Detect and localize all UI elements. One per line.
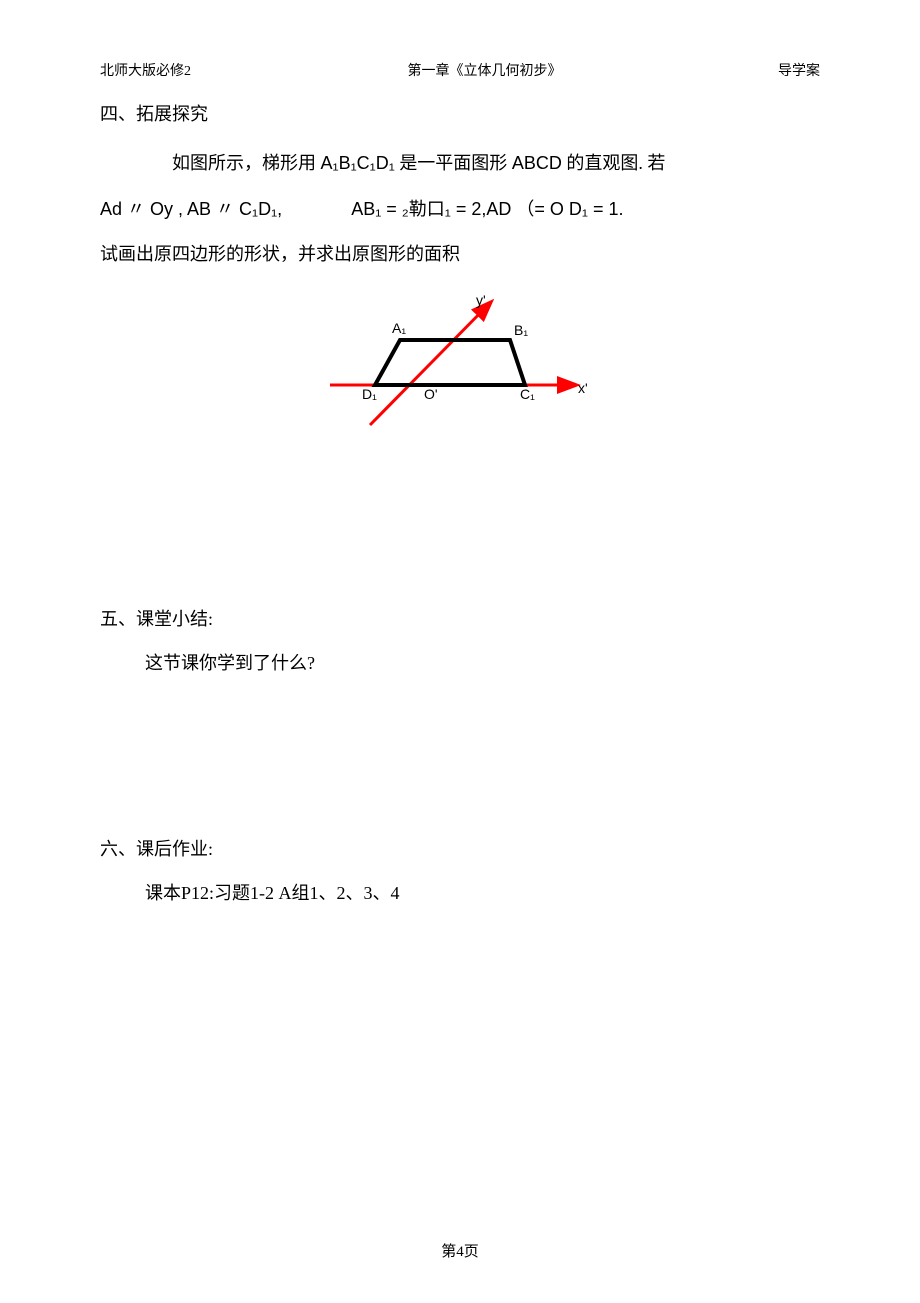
section-6-text: 课本P12:习题1-2 A组1、2、3、4 bbox=[145, 879, 820, 905]
section-5-title: 五、课堂小结: bbox=[100, 605, 820, 631]
header-right: 导学案 bbox=[778, 60, 820, 80]
formula-part-b: AB₁ = ₂勒口₁ = 2,AD （= O D₁ = 1. bbox=[351, 199, 623, 219]
section-4-title: 四、拓展探究 bbox=[100, 100, 820, 126]
text-prefix: 如图所示，梯形用 bbox=[172, 153, 321, 173]
section-4-line1: 如图所示，梯形用 A₁B₁C₁D₁ 是一平面图形 ABCD 的直观图. 若 bbox=[100, 144, 820, 184]
text-abcd: ABCD bbox=[512, 153, 562, 173]
label-b1: B₁ bbox=[514, 322, 528, 338]
section-5-text: 这节课你学到了什么? bbox=[145, 649, 820, 675]
header-center: 第一章《立体几何初步》 bbox=[408, 60, 562, 80]
header-left: 北师大版必修2 bbox=[100, 60, 191, 80]
section-4: 四、拓展探究 如图所示，梯形用 A₁B₁C₁D₁ 是一平面图形 ABCD 的直观… bbox=[100, 100, 820, 275]
formula-a1b1c1d1: A₁B₁C₁D₁ bbox=[321, 153, 395, 173]
section-6-title: 六、课后作业: bbox=[100, 835, 820, 861]
label-d1: D₁ bbox=[362, 386, 377, 402]
trapezoid-shape bbox=[375, 340, 525, 385]
label-c1: C₁ bbox=[520, 386, 535, 402]
section-5: 五、课堂小结: 这节课你学到了什么? bbox=[100, 605, 820, 675]
label-y: y' bbox=[476, 292, 486, 308]
label-a1: A₁ bbox=[392, 320, 406, 336]
section-6: 六、课后作业: 课本P12:习题1-2 A组1、2、3、4 bbox=[100, 835, 820, 905]
page: 北师大版必修2 第一章《立体几何初步》 导学案 四、拓展探究 如图所示，梯形用 … bbox=[0, 0, 920, 1303]
formula-part-a: Ad 〃 Oy , AB 〃 C₁D₁, bbox=[100, 199, 282, 219]
label-x: x' bbox=[578, 380, 588, 396]
page-footer: 第4页 bbox=[0, 1240, 920, 1261]
page-header: 北师大版必修2 第一章《立体几何初步》 导学案 bbox=[100, 60, 820, 80]
trapezoid-diagram: y' x' A₁ B₁ D₁ O' C₁ bbox=[320, 285, 600, 435]
diagram-container: y' x' A₁ B₁ D₁ O' C₁ bbox=[100, 285, 820, 435]
section-4-line3: 试画出原四边形的形状，并求出原图形的面积 bbox=[100, 235, 820, 275]
text-mid: 是一平面图形 bbox=[399, 153, 512, 173]
text-suffix: 的直观图. 若 bbox=[566, 153, 665, 173]
label-o: O' bbox=[424, 386, 438, 402]
section-4-line2: Ad 〃 Oy , AB 〃 C₁D₁, AB₁ = ₂勒口₁ = 2,AD （… bbox=[100, 190, 820, 230]
